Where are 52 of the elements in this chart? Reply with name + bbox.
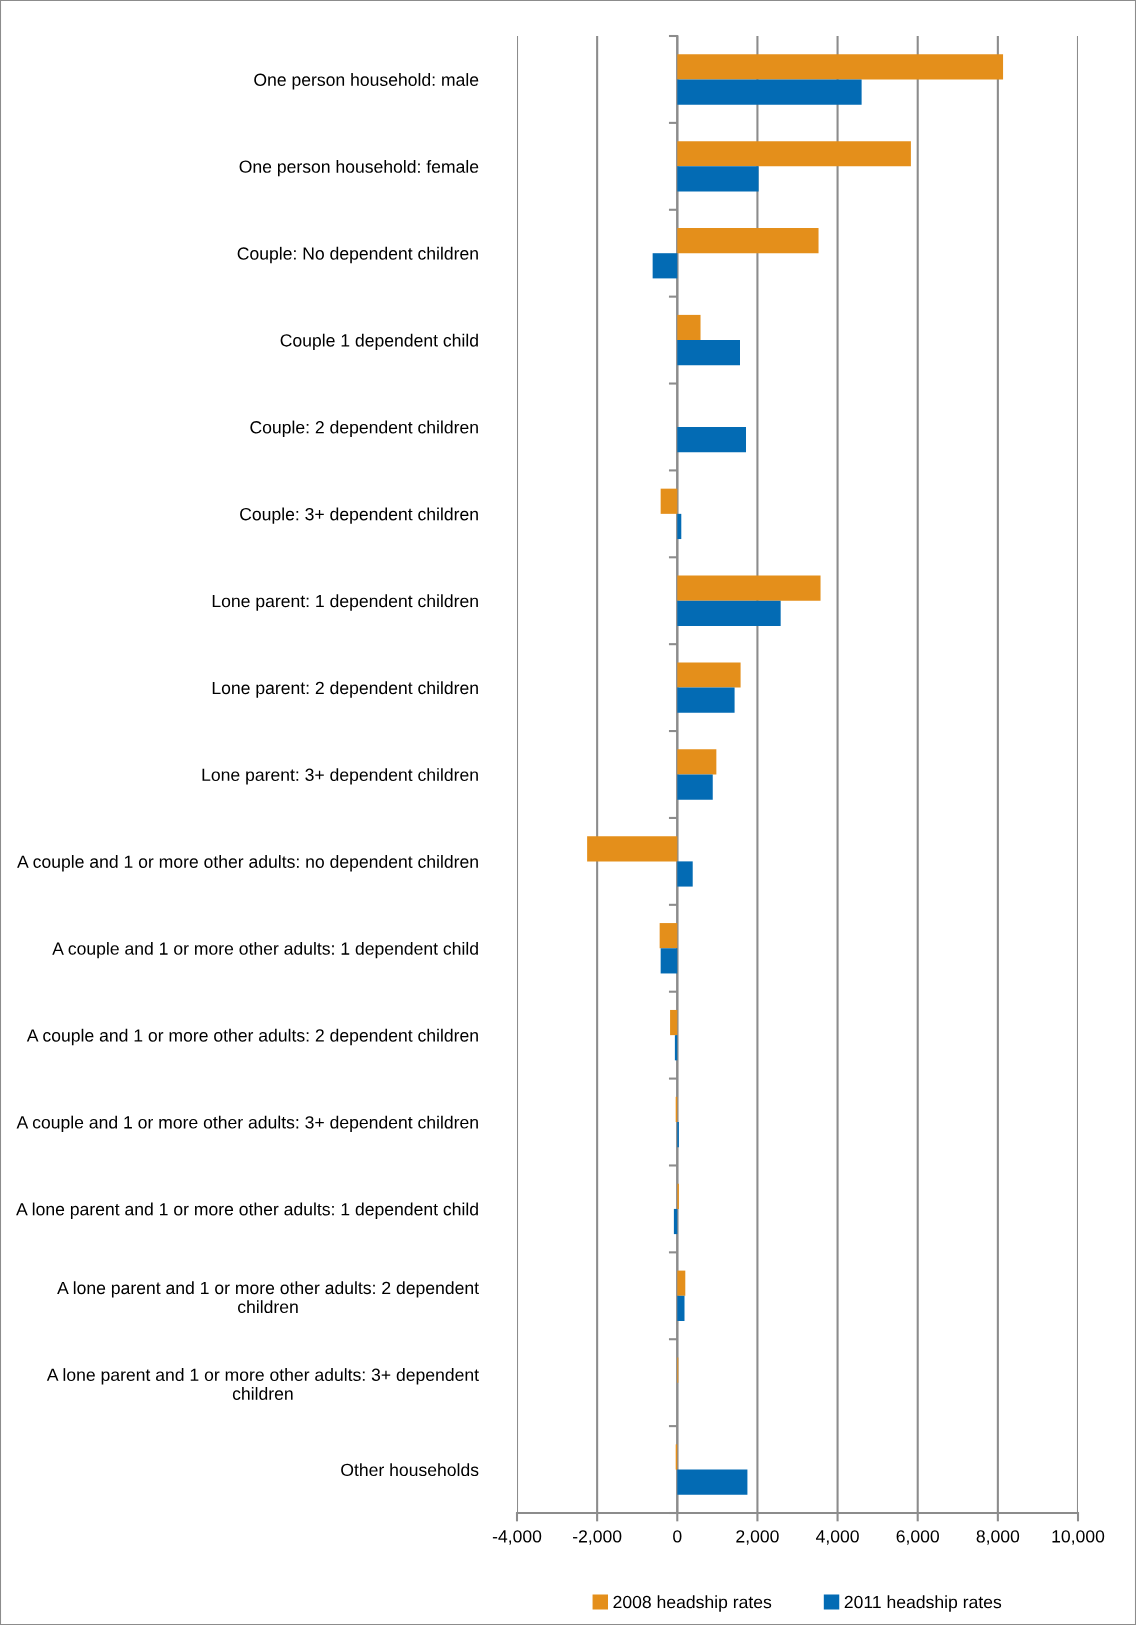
bar (677, 54, 1004, 80)
bar (677, 1270, 686, 1296)
y-tick-label: Couple: 3+ dependent children (240, 507, 478, 524)
bar (677, 774, 713, 800)
bar (660, 948, 678, 974)
bar (677, 687, 735, 713)
x-tick-label: -2,000 (573, 1530, 622, 1545)
bar (677, 340, 740, 366)
bar (677, 575, 821, 601)
bar (677, 513, 682, 540)
y-tick-label: Couple: 2 dependent children (250, 420, 478, 437)
y-tick-label: A couple and 1 or more other adults: 2 dependent children (26, 1028, 478, 1046)
bar (677, 314, 701, 341)
y-tick-label: A couple and 1 or more other adults: 1 dependent child (52, 941, 478, 959)
bar (677, 662, 741, 688)
y-tick-label: A couple and 1 or more other adults: 3+ dependent children (16, 1115, 478, 1133)
bar (677, 1469, 748, 1495)
y-tick-label: One person household: female (239, 159, 479, 177)
bar (677, 79, 862, 105)
bar (677, 749, 717, 775)
bar (587, 836, 678, 862)
x-tick-label: 2,000 (736, 1530, 779, 1545)
x-tick-label: 0 (673, 1530, 682, 1543)
y-tick-label: Couple 1 dependent child (280, 333, 478, 351)
y-tick-label: A lone parent and 1 or more other adults: 3+ dependent children (46, 1368, 479, 1400)
bar (677, 228, 819, 254)
y-tick-label: A couple and 1 or more other adults: no dependent children (17, 855, 478, 872)
legend-label: 2011 headship rates (844, 1595, 1002, 1612)
y-tick-label: A lone parent and 1 or more other adults: 1 dependent child (16, 1202, 478, 1219)
y-tick-label: A lone parent and 1 or more other adults: 2 dependent children (57, 1281, 479, 1314)
y-tick-label: Other households (341, 1463, 479, 1477)
bar (660, 488, 678, 514)
bar (677, 861, 693, 887)
y-tick-label: Couple: No dependent children (237, 246, 478, 264)
y-tick-label: Lone parent: 2 dependent children (212, 681, 478, 698)
y-tick-label: Lone parent: 1 dependent children (212, 594, 478, 611)
bar (652, 253, 678, 279)
x-tick-label: -4,000 (492, 1530, 542, 1545)
x-tick-label: 6,000 (896, 1530, 940, 1545)
y-tick-label: One person household: male (254, 73, 479, 90)
bar (677, 600, 781, 626)
bar (677, 166, 759, 192)
bar (677, 141, 911, 167)
x-tick-label: 4,000 (815, 1530, 859, 1545)
y-tick-label: Lone parent: 3+ dependent children (202, 768, 478, 785)
bar (659, 923, 678, 949)
legend-label: 2008 headship rates (613, 1595, 772, 1612)
bar (677, 426, 747, 453)
bar (677, 1295, 685, 1321)
bar (670, 1009, 678, 1036)
x-tick-label: 8,000 (976, 1530, 1020, 1545)
x-tick-label: 10,000 (1052, 1530, 1105, 1545)
